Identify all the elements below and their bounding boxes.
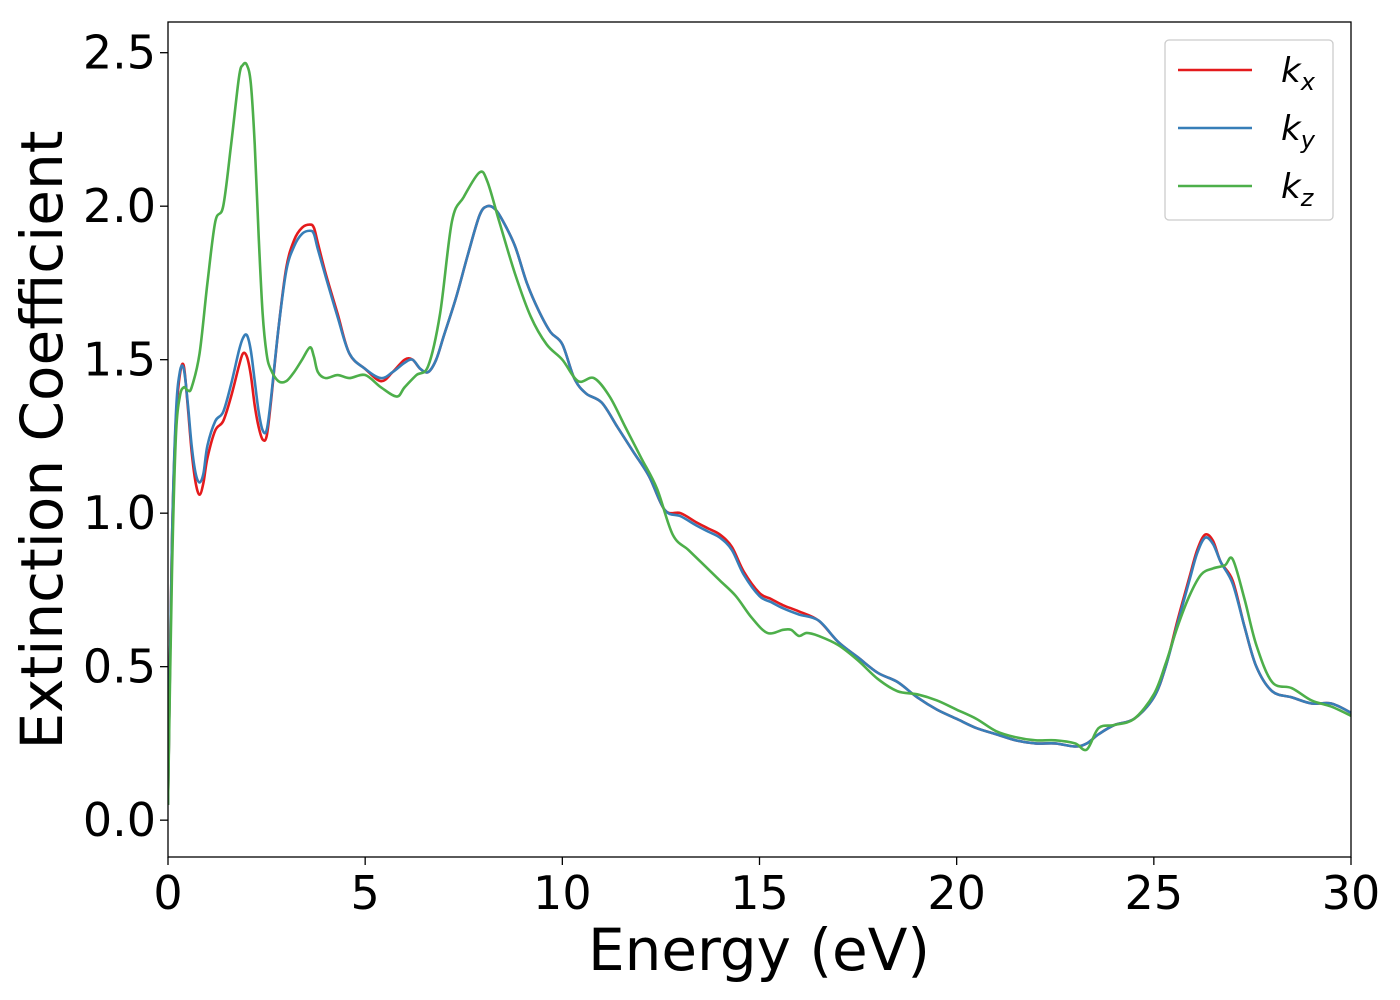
y-tick-label: 2.5: [83, 26, 156, 80]
y-tick-label: 0.5: [83, 640, 156, 694]
x-tick-label: 25: [1125, 866, 1184, 920]
legend-label-subscript: z: [1300, 184, 1315, 212]
x-tick-label: 10: [533, 866, 592, 920]
x-tick-label: 5: [351, 866, 380, 920]
legend-label-subscript: y: [1300, 126, 1316, 154]
legend-label-main: k: [1281, 109, 1302, 149]
y-tick-label: 2.0: [83, 179, 156, 233]
y-tick-label: 1.0: [83, 486, 156, 540]
y-axis-title: Extinction Coefficient: [8, 131, 76, 750]
y-tick-label: 1.5: [83, 333, 156, 387]
y-tick-label: 0.0: [83, 793, 156, 847]
x-tick-label: 15: [730, 866, 789, 920]
x-tick-label: 0: [153, 866, 182, 920]
x-tick-label: 30: [1322, 866, 1381, 920]
legend-label-z: kz: [1281, 167, 1315, 212]
legend-label-y: ky: [1281, 109, 1316, 154]
y-axis: 0.0 0.5 1.0 1.5 2.0 2.5: [83, 26, 168, 847]
series-line-z: [168, 61, 1351, 805]
legend-label-x: kx: [1281, 51, 1316, 96]
legend-label-subscript: x: [1300, 68, 1316, 96]
legend-label-main: k: [1281, 51, 1302, 91]
x-axis: 0 5 10 15 20 25 30: [153, 857, 1380, 920]
x-tick-label: 20: [927, 866, 986, 920]
plot-background: [168, 22, 1351, 857]
series-line-y: [168, 204, 1351, 805]
legend-label-main: k: [1281, 167, 1302, 207]
x-axis-title: Energy (eV): [588, 916, 930, 984]
legend-frame: [1164, 39, 1334, 221]
series-layer: [168, 61, 1351, 805]
